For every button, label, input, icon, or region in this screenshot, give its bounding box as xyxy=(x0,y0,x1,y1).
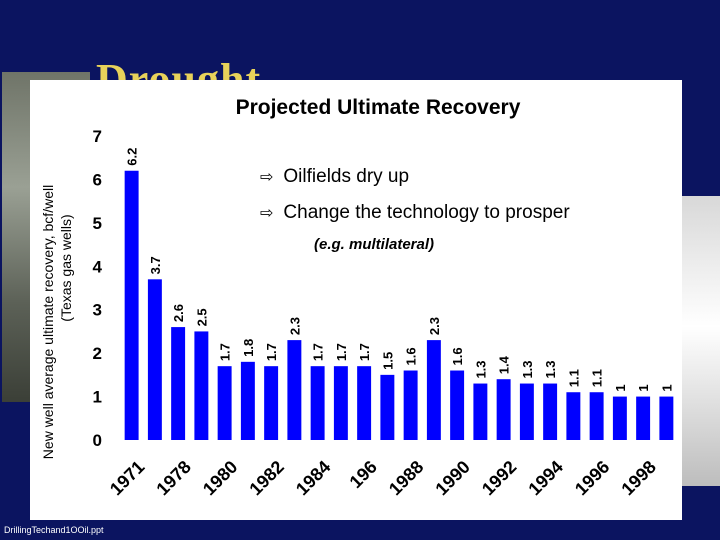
bar-data-label: 1.7 xyxy=(334,343,349,361)
bar xyxy=(380,374,395,440)
bar xyxy=(543,383,558,440)
bar-data-label: 1.6 xyxy=(450,347,465,365)
bar xyxy=(333,366,348,440)
bar xyxy=(636,396,651,440)
y-tick-label: 3 xyxy=(93,301,102,320)
bar-data-label: 1.8 xyxy=(241,339,256,357)
bar xyxy=(426,340,441,440)
bar-data-label: 2.6 xyxy=(171,304,186,322)
bar xyxy=(124,170,139,440)
x-tick-label: 1984 xyxy=(292,457,334,499)
bar-data-label: 1.1 xyxy=(590,369,605,387)
footer-filename: DrillingTechand1OOil.ppt xyxy=(4,525,104,535)
note-item-2-sub: (e.g. multilateral) xyxy=(314,236,435,253)
bar-data-label: 1 xyxy=(613,384,628,391)
y-tick-label: 7 xyxy=(93,127,102,146)
bar xyxy=(310,366,325,440)
arrow-right-icon: ⇨ xyxy=(260,205,274,222)
bar-data-label: 1.3 xyxy=(520,360,535,378)
bar-data-label: 1.6 xyxy=(404,347,419,365)
bar xyxy=(450,370,465,440)
chart-title: Projected Ultimate Recovery xyxy=(236,96,521,119)
bar-data-label: 1 xyxy=(636,384,651,391)
note-item-1-text: Oilfields dry up xyxy=(283,166,410,187)
x-tick-label: 1971 xyxy=(106,457,148,499)
bar xyxy=(171,327,186,440)
bar-data-label: 1.1 xyxy=(566,369,581,387)
bar xyxy=(287,340,302,440)
x-tick-label: 1992 xyxy=(478,457,520,499)
bar-data-label: 2.3 xyxy=(427,317,442,335)
bar xyxy=(589,392,604,440)
background-photo-right xyxy=(676,196,720,486)
bar xyxy=(496,379,511,440)
note-item-1: ⇨ Oilfields dry up xyxy=(260,166,409,188)
bar-data-label: 1.4 xyxy=(497,355,512,374)
chart-panel: Projected Ultimate Recovery New well aver… xyxy=(30,80,682,520)
bar xyxy=(217,366,232,440)
x-tick-label: 1998 xyxy=(617,457,659,499)
bar-data-label: 2.3 xyxy=(287,317,302,335)
bar-data-label: 1.7 xyxy=(311,343,326,361)
bar-data-label: 1.7 xyxy=(218,343,233,361)
bar xyxy=(519,383,534,440)
bar xyxy=(403,370,418,440)
bar xyxy=(194,331,209,440)
note-item-2: ⇨ Change the technology to prosper xyxy=(260,202,570,224)
x-tick-label: 1994 xyxy=(524,457,566,499)
bar-data-label: 6.2 xyxy=(125,148,140,166)
note-item-2-text: Change the technology to prosper xyxy=(283,202,570,223)
y-tick-label: 0 xyxy=(93,431,102,450)
bar xyxy=(612,396,627,440)
y-tick-label: 5 xyxy=(93,214,102,233)
x-tick-label: 1990 xyxy=(431,457,473,499)
arrow-right-icon: ⇨ xyxy=(260,169,274,186)
bar-data-label: 1.3 xyxy=(473,360,488,378)
bar-data-label: 3.7 xyxy=(148,256,163,274)
y-axis-title-line1: New well average ultimate recovery, bcf/… xyxy=(40,185,56,459)
y-tick-label: 2 xyxy=(93,344,102,363)
bar-data-label: 1 xyxy=(659,384,674,391)
x-tick-label: 1996 xyxy=(571,457,613,499)
x-tick-label: 1982 xyxy=(245,457,287,499)
y-tick-label: 1 xyxy=(93,388,102,407)
y-tick-label: 6 xyxy=(93,170,102,189)
bar-data-label: 1.7 xyxy=(357,343,372,361)
bar xyxy=(357,366,372,440)
bar-chart: Projected Ultimate Recovery New well aver… xyxy=(40,96,674,499)
x-tick-label: 1978 xyxy=(152,457,194,499)
bar xyxy=(240,361,255,440)
bar-data-label: 1.5 xyxy=(380,352,395,370)
y-axis-title-line2: (Texas gas wells) xyxy=(58,214,74,321)
bar xyxy=(147,279,162,440)
x-tick-label: 196 xyxy=(346,457,381,492)
bar xyxy=(473,383,488,440)
bar xyxy=(264,366,279,440)
x-tick-label: 1980 xyxy=(199,457,241,499)
x-tick-label: 1988 xyxy=(385,457,427,499)
y-tick-label: 4 xyxy=(93,257,103,276)
bar-data-label: 2.5 xyxy=(194,308,209,326)
bar-data-label: 1.7 xyxy=(264,343,279,361)
bar xyxy=(566,392,581,440)
bar-data-label: 1.3 xyxy=(543,360,558,378)
bar xyxy=(659,396,674,440)
